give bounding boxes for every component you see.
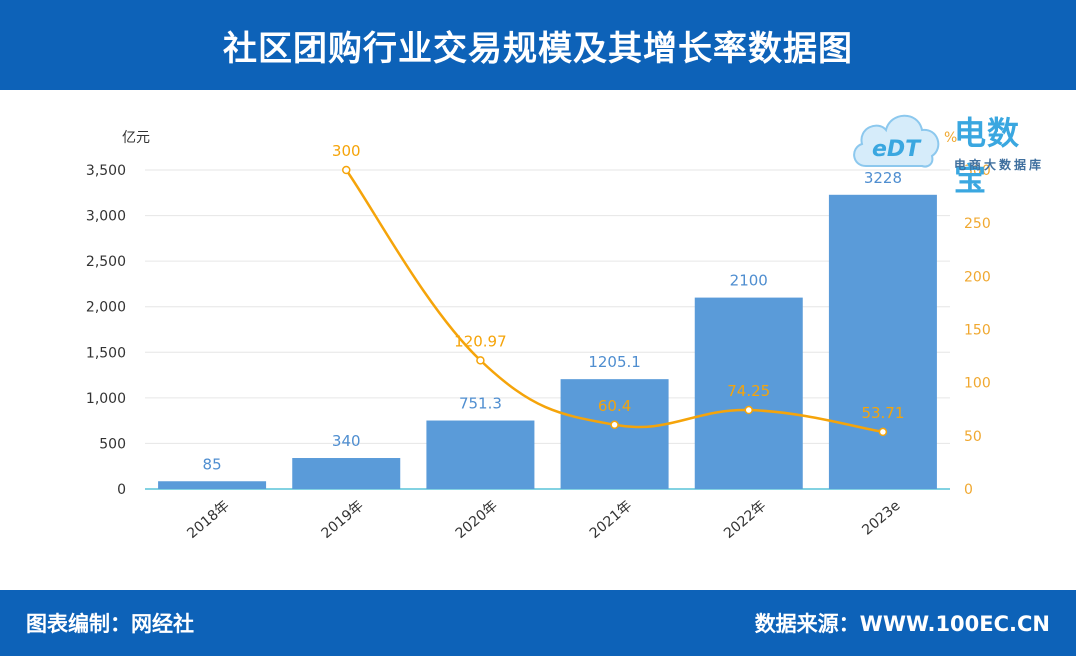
right-tick-label: 250: [964, 216, 991, 232]
chart-svg: 0 500 1,000 1,500 2,000 2,500 3,000 3,500 亿元 0 50 1…: [86, 130, 991, 542]
chart-footer: 图表编制：网经社 数据来源：WWW.100EC.CN: [0, 590, 1076, 656]
left-tick-label: 3,000: [86, 209, 126, 225]
left-tick-label: 0: [117, 482, 126, 498]
bar: [158, 481, 267, 489]
logo: eDT 电数宝 电商大数据库: [848, 104, 1048, 198]
x-tick-label: 2020年: [453, 498, 501, 542]
growth-point: [476, 356, 485, 365]
chart-title: 社区团购行业交易规模及其增长率数据图: [223, 28, 853, 69]
footer-source: 数据来源：WWW.100EC.CN: [754, 612, 1050, 636]
left-tick-label: 500: [99, 436, 126, 452]
growth-value-label: 74.25: [727, 382, 770, 400]
bar-value-label: 85: [203, 455, 222, 473]
right-tick-label: 100: [964, 376, 991, 392]
right-tick-label: 300: [964, 163, 991, 179]
x-tick-label: 2023e: [859, 498, 903, 539]
bar: [292, 458, 401, 489]
right-axis-unit: %: [944, 130, 957, 146]
growth-value-label: 60.4: [598, 397, 631, 415]
footer-credit: 图表编制：网经社: [26, 612, 194, 636]
bar-value-label: 2100: [730, 272, 768, 290]
right-tick-label: 150: [964, 323, 991, 339]
cloud-logo-icon: eDT: [853, 114, 940, 168]
left-tick-label: 2,500: [86, 254, 126, 270]
growth-point: [342, 165, 351, 175]
chart-header: 社区团购行业交易规模及其增长率数据图: [0, 0, 1076, 90]
left-axis-unit: 亿元: [122, 130, 150, 146]
left-tick-label: 2,000: [86, 300, 126, 316]
bar: [694, 297, 803, 489]
right-tick-label: 0: [964, 482, 973, 498]
growth-line: [345, 169, 884, 434]
bar-value-label: 751.3: [459, 395, 502, 413]
growth-value-label: 53.71: [861, 404, 904, 422]
bar: [828, 194, 937, 489]
logo-mark-text: eDT: [872, 137, 922, 162]
bar-value-label: 3228: [864, 169, 902, 187]
right-tick-label: 50: [964, 429, 982, 445]
bar-value-label: 1205.1: [588, 353, 641, 371]
bar: [426, 420, 535, 489]
bar: [560, 379, 669, 489]
growth-value-label: 120.97: [454, 332, 507, 350]
growth-point: [878, 427, 888, 437]
bar-value-label: 340: [332, 432, 361, 450]
x-tick-label: 2021年: [587, 498, 635, 542]
growth-value-label: 300: [332, 142, 361, 160]
logo-brand: 电数宝: [954, 114, 1021, 198]
plot-area: 0 500 1,000 1,500 2,000 2,500 3,000 3,500 亿元 0 50 1…: [0, 90, 1076, 590]
logo-subtitle: 电商大数据库: [954, 158, 1045, 172]
x-tick-label: 2022年: [721, 498, 769, 542]
right-tick-label: 200: [964, 269, 991, 285]
left-tick-label: 1,500: [86, 345, 126, 361]
growth-point: [744, 405, 753, 415]
growth-point: [610, 420, 619, 430]
left-tick-label: 3,500: [86, 163, 126, 179]
x-tick-label: 2018年: [184, 498, 232, 542]
x-tick-label: 2019年: [319, 498, 367, 542]
left-tick-label: 1,000: [86, 391, 126, 407]
